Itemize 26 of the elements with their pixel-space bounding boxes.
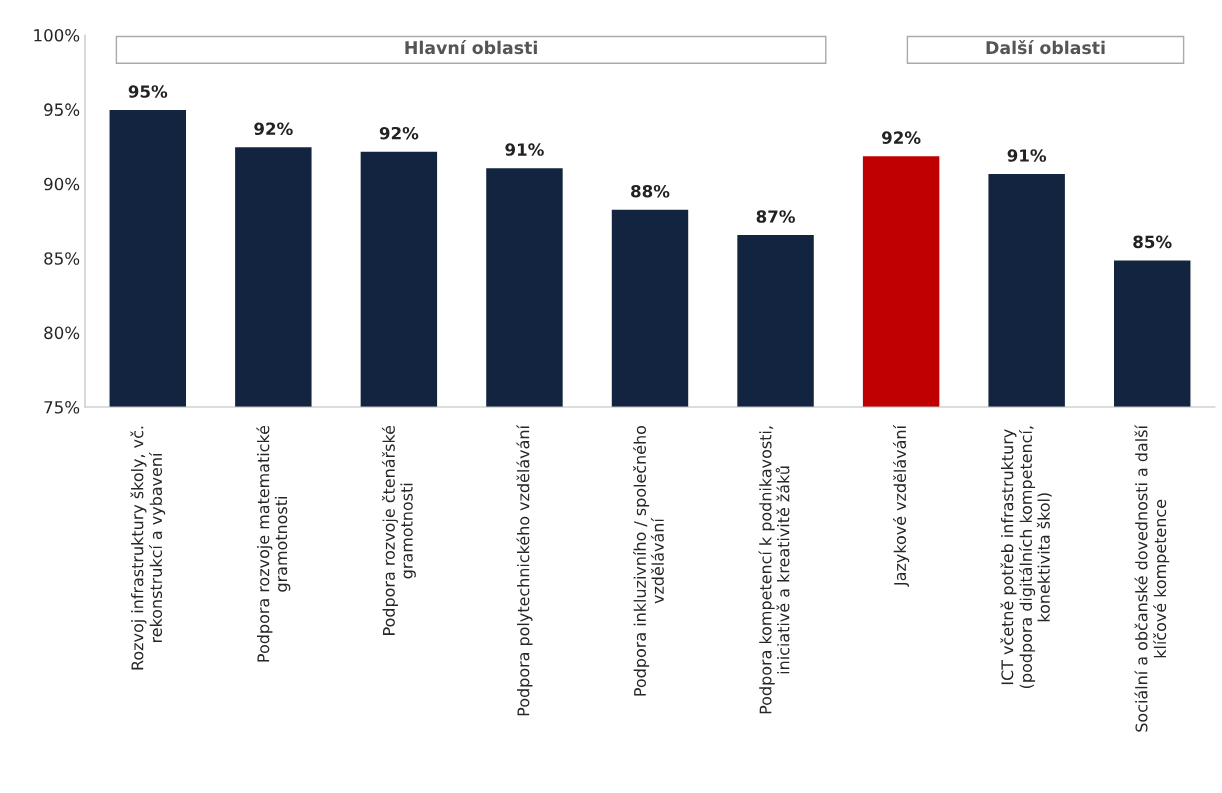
x-tick-label: Podpora polytechnického vzdělávání (516, 424, 533, 716)
y-tick-label: 100% (34, 28, 80, 42)
y-tick-label: 90% (44, 177, 80, 191)
x-tick-label: Podpora kompetencí k podnikavosti, iniciativě a kreativitě žáků (758, 426, 790, 714)
annotation: Další oblasti (986, 40, 1105, 55)
data-label: 91% (505, 143, 544, 156)
x-tick-label: Jazykové vzdělávání (893, 424, 910, 587)
x-tick-label: Rozvoj infrastruktury školy, vč. rekonstrukcí a vybavení (130, 426, 166, 670)
x-tick-label: Podpora rozvoje matematické gramotnosti (256, 425, 291, 662)
data-label: 92% (882, 131, 921, 144)
data-label: 87% (756, 210, 795, 223)
x-tick-label: Podpora rozvoje čtenářské gramotnosti (381, 425, 416, 635)
x-tick-label: ICT včetně potřeb infrastruktury (podpora digitálních kompetencí, konektivita škol) (1000, 426, 1052, 688)
data-label: 88% (631, 184, 670, 198)
y-tick-label: 75% (44, 400, 80, 414)
data-label: 85% (1133, 235, 1172, 249)
y-tick-label: 80% (44, 326, 80, 340)
y-tick-label: 85% (44, 252, 80, 265)
y-tick-label: 95% (44, 103, 80, 116)
data-label: 92% (379, 126, 419, 140)
x-tick-label: Sociální a občanské dovednosti a další klíčové kompetence (1134, 424, 1170, 732)
data-label: 92% (254, 122, 293, 136)
annotation: Hlavní oblasti (405, 40, 537, 55)
x-tick-label: Podpora inkluzivního / společného vzdělávání (633, 425, 664, 696)
data-label: 91% (1007, 149, 1047, 162)
data-label: 95% (128, 85, 168, 98)
